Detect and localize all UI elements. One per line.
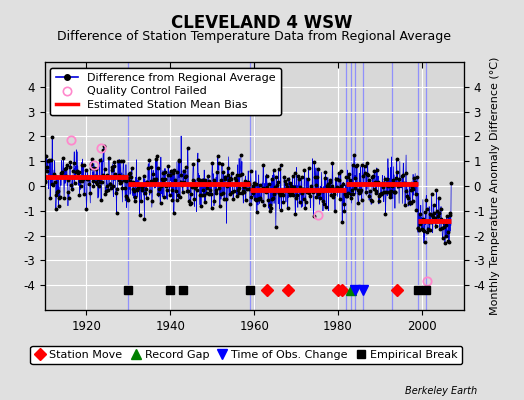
Legend: Station Move, Record Gap, Time of Obs. Change, Empirical Break: Station Move, Record Gap, Time of Obs. C… [30,346,462,364]
Text: CLEVELAND 4 WSW: CLEVELAND 4 WSW [171,14,353,32]
Y-axis label: Monthly Temperature Anomaly Difference (°C): Monthly Temperature Anomaly Difference (… [489,57,499,315]
Text: Berkeley Earth: Berkeley Earth [405,386,477,396]
Legend: Difference from Regional Average, Quality Control Failed, Estimated Station Mean: Difference from Regional Average, Qualit… [50,68,281,115]
Title: Difference of Station Temperature Data from Regional Average: Difference of Station Temperature Data f… [57,30,451,43]
